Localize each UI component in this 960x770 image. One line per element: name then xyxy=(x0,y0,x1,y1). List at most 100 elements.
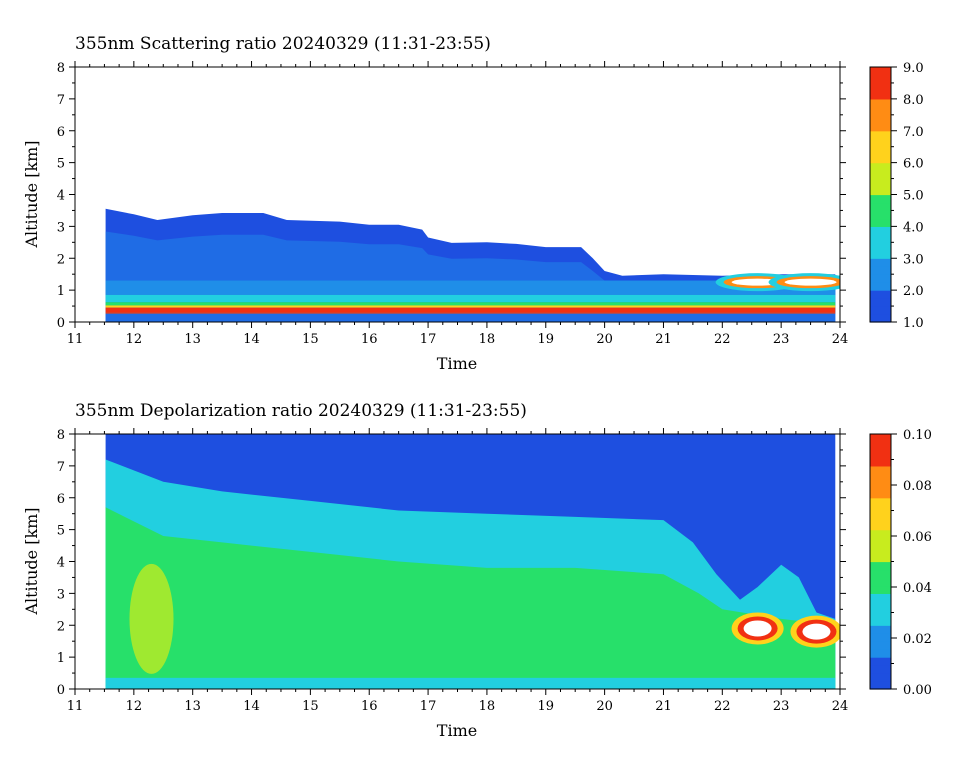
colorbar-swatch xyxy=(870,633,891,642)
colorbar-swatch xyxy=(870,513,891,523)
colorbar-swatch xyxy=(870,234,891,243)
y-axis-label-depolarization: Altitude [km] xyxy=(22,507,41,615)
y-tick-label: 0 xyxy=(57,316,65,331)
depolarization-colorbar: 0.00 0.02 0.04 0.06 0.08 0.10 xyxy=(869,428,932,698)
x-tick-label: 22 xyxy=(714,332,731,347)
colorbar-swatch xyxy=(870,266,891,275)
y-tick-label: 5 xyxy=(57,524,65,539)
colorbar-swatch xyxy=(870,537,891,547)
colorbar-swatch xyxy=(870,497,891,507)
colorbar-swatch xyxy=(870,114,891,124)
y-tick-label: 6 xyxy=(57,492,65,507)
colorbar-swatch xyxy=(870,314,891,323)
colorbar-swatch xyxy=(870,609,891,618)
x-tick-label: 16 xyxy=(361,332,378,347)
colorbar-tick-label: 0.04 xyxy=(903,581,932,596)
colorbar-swatch xyxy=(870,521,891,531)
colorbar-swatch xyxy=(870,529,891,539)
y-tick-label: 3 xyxy=(57,220,65,235)
y-tick-label: 7 xyxy=(57,93,65,108)
colorbar-swatch xyxy=(870,90,891,100)
y-tick-label: 0 xyxy=(57,683,65,698)
colorbar-tick-label: 0.02 xyxy=(903,632,932,647)
y-tick-label: 4 xyxy=(57,556,65,571)
colorbar-swatch xyxy=(870,218,891,227)
surface-layer-band xyxy=(105,302,836,306)
y-tick-label: 8 xyxy=(57,428,65,443)
colorbar-swatch xyxy=(870,282,891,291)
colorbar-swatch xyxy=(870,449,891,459)
colorbar-swatch xyxy=(870,138,891,148)
x-tick-label: 11 xyxy=(67,332,84,347)
colorbar-swatch xyxy=(870,242,891,251)
colorbar-swatch xyxy=(870,178,891,188)
colorbar-swatch xyxy=(870,74,891,84)
x-tick-label: 13 xyxy=(184,332,201,347)
colorbar-swatch xyxy=(870,290,891,299)
colorbar-swatch xyxy=(870,585,891,594)
colorbar-swatch xyxy=(870,561,891,571)
y-tick-label: 8 xyxy=(57,61,65,76)
x-tick-label: 23 xyxy=(773,332,790,347)
colorbar-swatch xyxy=(870,130,891,140)
colorbar-swatch xyxy=(870,250,891,259)
x-tick-label: 13 xyxy=(184,699,201,714)
colorbar-swatch xyxy=(870,98,891,108)
y-tick-label: 6 xyxy=(57,125,65,140)
colorbar-tick-label: 7.0 xyxy=(903,125,924,140)
colorbar-swatch xyxy=(870,274,891,283)
y-tick-label: 2 xyxy=(57,619,65,634)
y-tick-label: 4 xyxy=(57,189,65,204)
x-tick-label: 21 xyxy=(655,699,672,714)
x-tick-label: 22 xyxy=(714,699,731,714)
colorbar-swatch xyxy=(870,481,891,491)
x-tick-label: 18 xyxy=(479,332,496,347)
x-tick-label: 20 xyxy=(596,332,613,347)
colorbar-tick-label: 9.0 xyxy=(903,61,924,76)
colorbar-tick-label: 3.0 xyxy=(903,252,924,267)
colorbar-swatch xyxy=(870,625,891,634)
y-tick-label: 1 xyxy=(57,284,65,299)
x-tick-label: 11 xyxy=(67,699,84,714)
x-axis-label-scattering: Time xyxy=(437,354,477,373)
x-tick-label: 24 xyxy=(832,699,849,714)
colorbar-swatch xyxy=(870,82,891,92)
y-tick-label: 3 xyxy=(57,587,65,602)
colorbar-swatch xyxy=(870,154,891,164)
colorbar-swatch xyxy=(870,146,891,156)
y-axis-label-scattering: Altitude [km] xyxy=(22,140,41,248)
colorbar-swatch xyxy=(870,569,891,579)
x-tick-label: 19 xyxy=(537,699,554,714)
x-tick-label: 23 xyxy=(773,699,790,714)
y-tick-label: 5 xyxy=(57,157,65,172)
colorbar-swatch xyxy=(870,489,891,499)
depolarization-ratio-heatmap xyxy=(105,434,840,689)
colorbar-swatch xyxy=(870,617,891,626)
colorbar-swatch xyxy=(870,505,891,515)
colorbar-swatch xyxy=(870,258,891,267)
colorbar-swatch xyxy=(870,298,891,307)
colorbar-tick-label: 2.0 xyxy=(903,284,924,299)
colorbar-swatch xyxy=(870,226,891,235)
colorbar-swatch xyxy=(870,665,891,674)
x-tick-label: 17 xyxy=(420,699,437,714)
colorbar-swatch xyxy=(870,545,891,555)
y-tick-label: 2 xyxy=(57,252,65,267)
colorbar-swatch xyxy=(870,649,891,658)
feature-patch xyxy=(129,563,174,674)
colorbar-swatch xyxy=(870,441,891,451)
colorbar-swatch xyxy=(870,473,891,483)
colorbar-swatch xyxy=(870,170,891,180)
colorbar-swatch xyxy=(870,457,891,467)
colorbar-tick-label: 0.06 xyxy=(903,530,932,545)
colorbar-swatch xyxy=(870,577,891,587)
colorbar-tick-label: 0.10 xyxy=(903,428,932,443)
y-tick-label: 1 xyxy=(57,651,65,666)
colorbar-swatch xyxy=(870,641,891,650)
x-tick-label: 12 xyxy=(126,332,143,347)
surface-layer-band xyxy=(105,305,836,308)
scattering-ratio-heatmap xyxy=(105,208,840,322)
colorbar-swatch xyxy=(870,106,891,116)
colorbar-swatch xyxy=(870,434,891,443)
